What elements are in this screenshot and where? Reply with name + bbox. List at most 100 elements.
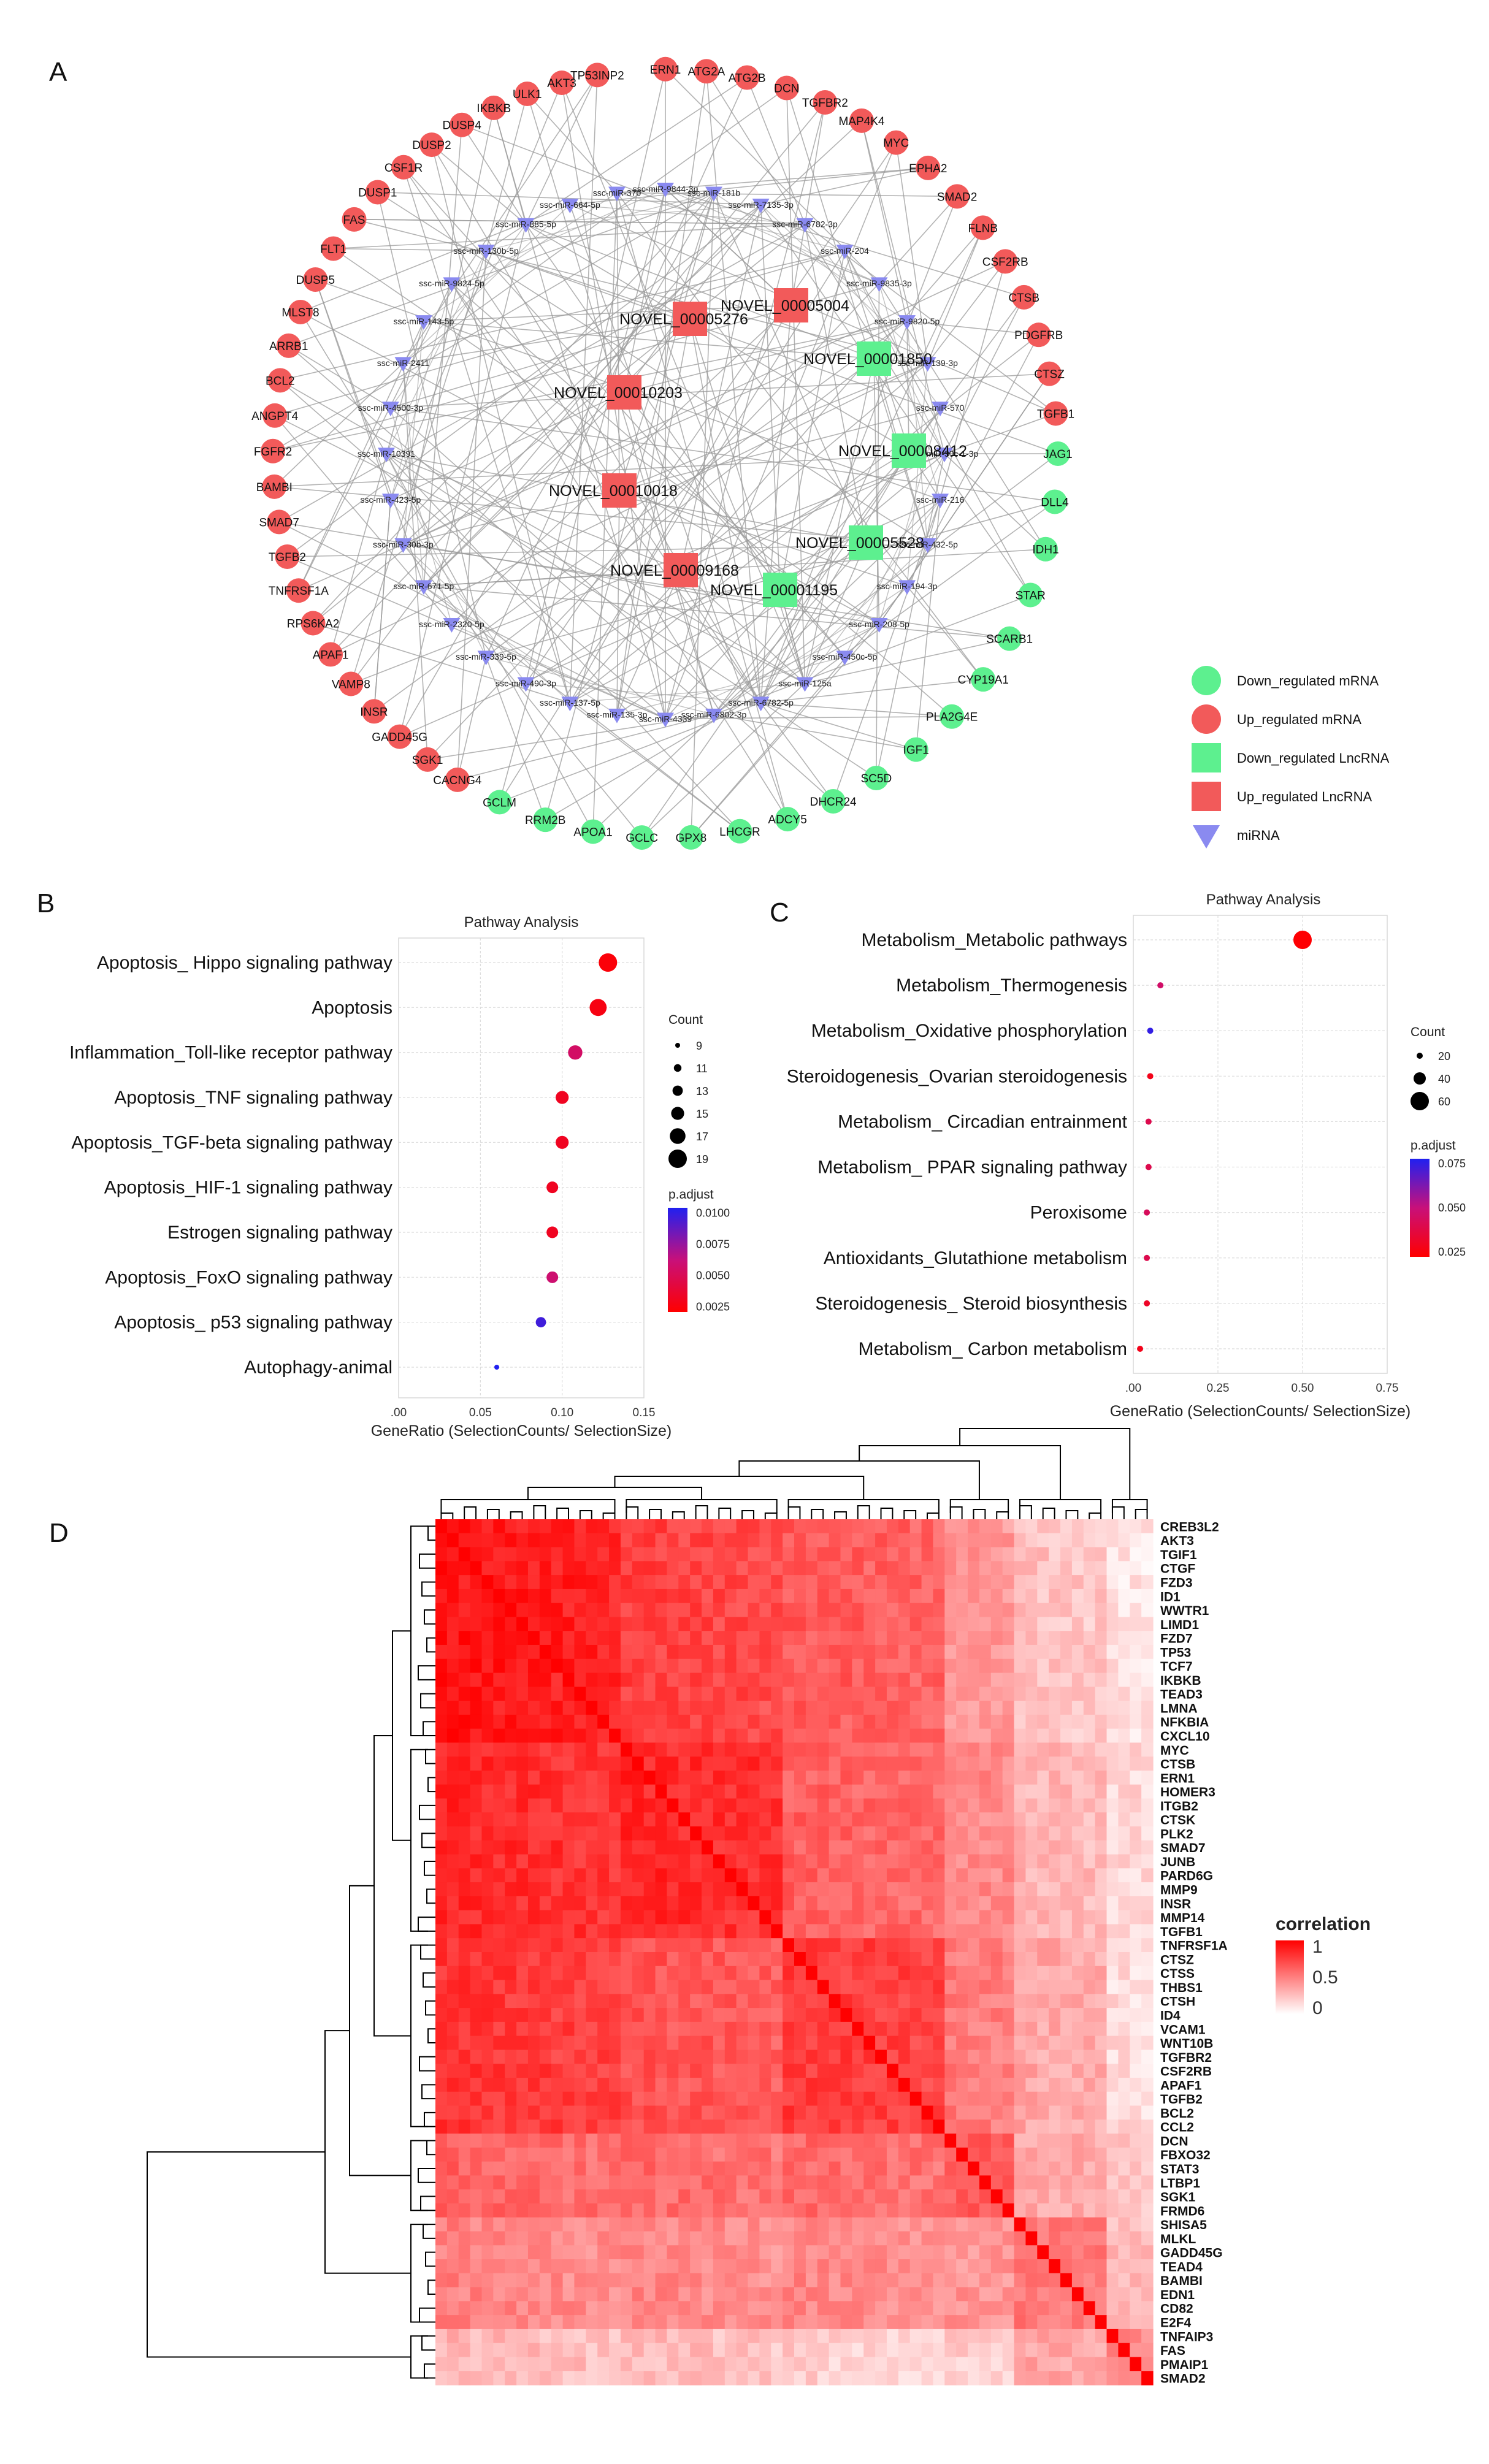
mirna-node-ssc-mir-125a: ssc-miR-125a: [778, 677, 832, 692]
heatmap-cell: [458, 2035, 471, 2051]
heatmap-cell: [505, 1575, 517, 1590]
heatmap-cell: [1118, 1575, 1130, 1590]
heatmap-cell: [539, 1575, 552, 1590]
heatmap-cell: [620, 1575, 633, 1590]
heatmap-cell: [863, 2371, 876, 2386]
heatmap-cell: [516, 2064, 529, 2078]
gene-label-id1: ID1: [1160, 1590, 1181, 1604]
heatmap-cell: [898, 1952, 911, 1967]
heatmap-cell: [1083, 2371, 1096, 2386]
heatmap-cell: [817, 2189, 830, 2204]
count-legend-label: 17: [696, 1131, 708, 1143]
heatmap-cell: [527, 1826, 540, 1841]
heatmap-cell: [562, 2231, 575, 2246]
heatmap-cell: [1002, 1952, 1015, 1967]
heatmap-cell: [1049, 2161, 1061, 2176]
heatmap-cell: [702, 2175, 714, 2190]
heatmap-cell: [840, 1561, 852, 1576]
heatmap-cell: [783, 2021, 795, 2037]
mirna-marker: [561, 696, 579, 712]
heatmap-cell: [794, 1701, 806, 1715]
heatmap-cell: [829, 2050, 841, 2064]
heatmap-cell: [527, 1924, 540, 1939]
mirna-node-label: ssc-miR-30c-1-3p: [911, 449, 979, 459]
heatmap-cell: [516, 1519, 529, 1534]
heatmap-cell: [574, 1617, 586, 1631]
heatmap-cell: [470, 2161, 483, 2176]
heatmap-cell: [713, 1714, 725, 1730]
heatmap-cell: [805, 2343, 818, 2358]
up-mrna-marker: [653, 56, 678, 82]
heatmap-cell: [505, 1687, 517, 1701]
heatmap-cell: [481, 1714, 494, 1730]
heatmap-cell: [586, 2203, 598, 2218]
heatmap-cell: [817, 1882, 830, 1897]
heatmap-cell: [458, 1952, 471, 1967]
network-edge: [390, 392, 625, 500]
heatmap-cell: [909, 1798, 922, 1813]
heatmap-cell: [794, 1658, 806, 1674]
heatmap-cell: [1118, 1910, 1130, 1925]
heatmap-cell: [516, 2231, 529, 2246]
heatmap-cell: [643, 2329, 656, 2344]
heatmap-cell: [1037, 2064, 1049, 2078]
mrna-node-label: IGF1: [903, 744, 929, 757]
mrna-node-mlst8: MLST8: [281, 299, 320, 324]
heatmap-cell: [805, 2008, 818, 2023]
heatmap-cell: [1002, 2343, 1015, 2358]
mrna-node-myc: MYC: [883, 130, 909, 155]
heatmap-cell: [852, 1673, 864, 1687]
heatmap-cell: [898, 1826, 911, 1841]
heatmap-cell: [470, 2217, 483, 2232]
heatmap-cell: [783, 2259, 795, 2274]
heatmap-cell: [863, 2273, 876, 2288]
heatmap-cell: [1014, 2203, 1027, 2218]
heatmap-cell: [724, 2134, 737, 2148]
heatmap-cell: [505, 2357, 517, 2371]
heatmap-cell: [539, 1812, 552, 1827]
lncrna-marker: [892, 433, 926, 468]
heatmap-cell: [1060, 2008, 1073, 2023]
heatmap-cell: [574, 1952, 586, 1967]
heatmap-cell: [470, 2105, 483, 2120]
down-mrna-marker: [487, 790, 512, 815]
heatmap-cell: [470, 2301, 483, 2316]
heatmap-cell: [817, 2064, 830, 2078]
heatmap-cell: [748, 2329, 760, 2344]
heatmap-cell: [759, 2147, 771, 2162]
heatmap-cell: [713, 1701, 725, 1715]
heatmap-cell: [863, 2134, 876, 2148]
heatmap-cell: [771, 2161, 783, 2176]
heatmap-cell: [817, 2105, 830, 2120]
heatmap-cell: [898, 2189, 911, 2204]
heatmap-cell: [551, 2008, 564, 2023]
heatmap-cell: [1037, 1798, 1049, 1813]
heatmap-cell: [1060, 1924, 1073, 1939]
heatmap-cell: [1002, 2175, 1015, 2190]
heatmap-cell: [458, 1673, 471, 1687]
heatmap-cell: [516, 2161, 529, 2176]
heatmap-cell: [1060, 1868, 1073, 1883]
heatmap-cell: [1130, 2134, 1142, 2148]
panel-c-padjust-legend-title: p.adjust: [1411, 1139, 1456, 1153]
heatmap-cell: [516, 2147, 529, 2162]
heatmap-cell: [574, 1812, 586, 1827]
heatmap-cell: [909, 1644, 922, 1660]
heatmap-cell: [1083, 1854, 1096, 1869]
heatmap-cell: [1083, 2315, 1096, 2330]
heatmap-cell: [586, 1519, 598, 1534]
heatmap-cell: [736, 1728, 749, 1743]
heatmap-cell: [909, 2035, 922, 2051]
heatmap-cell: [1083, 2161, 1096, 2176]
heatmap-cell: [493, 1924, 505, 1939]
heatmap-cell: [435, 1742, 448, 1757]
heatmap-cell: [1095, 2050, 1108, 2064]
heatmap-cell: [597, 1575, 610, 1590]
heatmap-cell: [481, 1631, 494, 1646]
heatmap-cell: [1002, 2091, 1015, 2107]
heatmap-cell: [539, 1701, 552, 1715]
up-mrna-marker: [849, 108, 874, 133]
heatmap-cell: [817, 1812, 830, 1827]
heatmap-cell: [724, 1854, 737, 1869]
heatmap-cell: [470, 1701, 483, 1715]
